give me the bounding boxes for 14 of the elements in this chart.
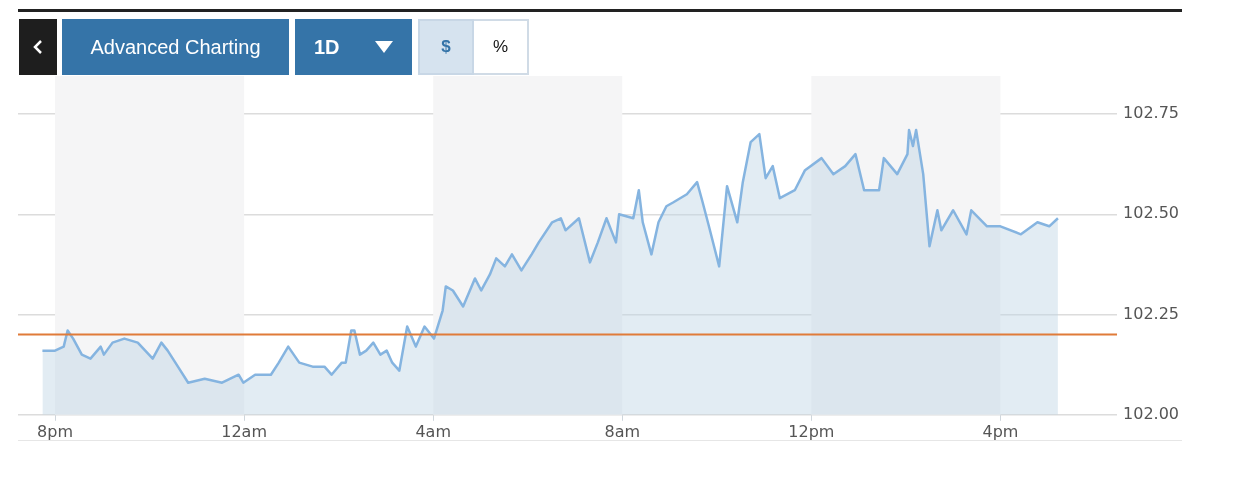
y-tick-label: 102.50 [1123,203,1179,223]
x-tick-label: 12am [221,421,267,441]
x-tick-label: 4am [415,421,451,441]
text: $ [418,19,474,75]
x-tick-label: 4pm [982,421,1019,441]
text: Advanced Charting [62,19,289,75]
y-tick-label: 102.25 [1123,303,1179,323]
x-tick-label: 12pm [788,421,835,441]
text: 1D [295,19,412,75]
x-tick-label: 8pm [37,421,73,441]
x-tick-label: 8am [604,421,641,441]
text: % [474,19,529,75]
y-tick-label: 102.75 [1123,103,1179,123]
y-tick-label: 102.00 [1123,403,1179,423]
